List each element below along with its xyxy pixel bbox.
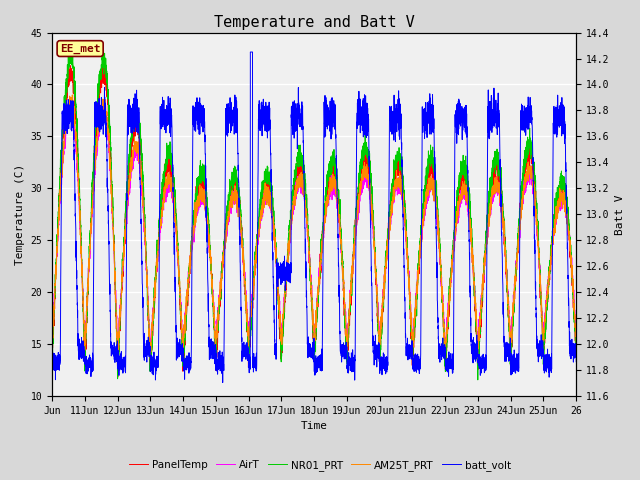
AirT bbox=[114, 350, 122, 356]
Text: EE_met: EE_met bbox=[60, 44, 100, 54]
PanelTemp bbox=[458, 178, 466, 183]
AM25T_PRT bbox=[484, 228, 492, 233]
batt_volt bbox=[246, 49, 254, 55]
NR01_PRT bbox=[484, 216, 492, 222]
PanelTemp bbox=[48, 357, 56, 362]
AM25T_PRT bbox=[333, 197, 341, 203]
batt_volt bbox=[497, 210, 505, 216]
PanelTemp bbox=[157, 213, 164, 218]
PanelTemp bbox=[484, 222, 492, 228]
Y-axis label: Batt V: Batt V bbox=[615, 194, 625, 235]
Line: NR01_PRT: NR01_PRT bbox=[52, 53, 576, 380]
AM25T_PRT bbox=[572, 346, 580, 351]
batt_volt bbox=[572, 359, 580, 364]
AM25T_PRT bbox=[48, 338, 56, 344]
AirT bbox=[157, 226, 164, 231]
AirT bbox=[68, 101, 76, 107]
Line: AM25T_PRT: AM25T_PRT bbox=[52, 95, 576, 366]
AM25T_PRT bbox=[157, 223, 164, 228]
PanelTemp bbox=[497, 192, 505, 198]
NR01_PRT bbox=[458, 170, 465, 176]
AM25T_PRT bbox=[114, 363, 122, 369]
AirT bbox=[572, 334, 580, 340]
PanelTemp bbox=[362, 154, 369, 159]
X-axis label: Time: Time bbox=[301, 421, 328, 432]
PanelTemp bbox=[572, 348, 580, 354]
Legend: PanelTemp, AirT, NR01_PRT, AM25T_PRT, batt_volt: PanelTemp, AirT, NR01_PRT, AM25T_PRT, ba… bbox=[125, 456, 515, 475]
batt_volt bbox=[362, 93, 369, 98]
batt_volt bbox=[333, 202, 341, 208]
AM25T_PRT bbox=[68, 92, 76, 98]
NR01_PRT bbox=[474, 377, 482, 383]
Line: AirT: AirT bbox=[52, 104, 576, 353]
batt_volt bbox=[458, 104, 466, 109]
AirT bbox=[497, 210, 505, 216]
Line: PanelTemp: PanelTemp bbox=[52, 58, 576, 377]
AM25T_PRT bbox=[497, 198, 505, 204]
batt_volt bbox=[48, 366, 56, 372]
NR01_PRT bbox=[362, 143, 369, 148]
AirT bbox=[458, 196, 466, 202]
AirT bbox=[362, 172, 369, 178]
AM25T_PRT bbox=[458, 184, 466, 190]
batt_volt bbox=[157, 110, 164, 116]
PanelTemp bbox=[114, 374, 122, 380]
Line: batt_volt: batt_volt bbox=[52, 52, 576, 383]
NR01_PRT bbox=[572, 353, 580, 359]
Y-axis label: Temperature (C): Temperature (C) bbox=[15, 164, 25, 265]
PanelTemp bbox=[333, 193, 341, 199]
AirT bbox=[333, 202, 341, 207]
AirT bbox=[48, 338, 56, 344]
PanelTemp bbox=[100, 55, 108, 60]
AM25T_PRT bbox=[362, 166, 369, 172]
NR01_PRT bbox=[48, 360, 56, 366]
Title: Temperature and Batt V: Temperature and Batt V bbox=[214, 15, 415, 30]
NR01_PRT bbox=[333, 175, 341, 180]
batt_volt bbox=[219, 380, 227, 385]
NR01_PRT bbox=[497, 165, 505, 170]
NR01_PRT bbox=[66, 50, 74, 56]
NR01_PRT bbox=[157, 198, 164, 204]
batt_volt bbox=[484, 141, 492, 147]
AirT bbox=[484, 227, 492, 232]
